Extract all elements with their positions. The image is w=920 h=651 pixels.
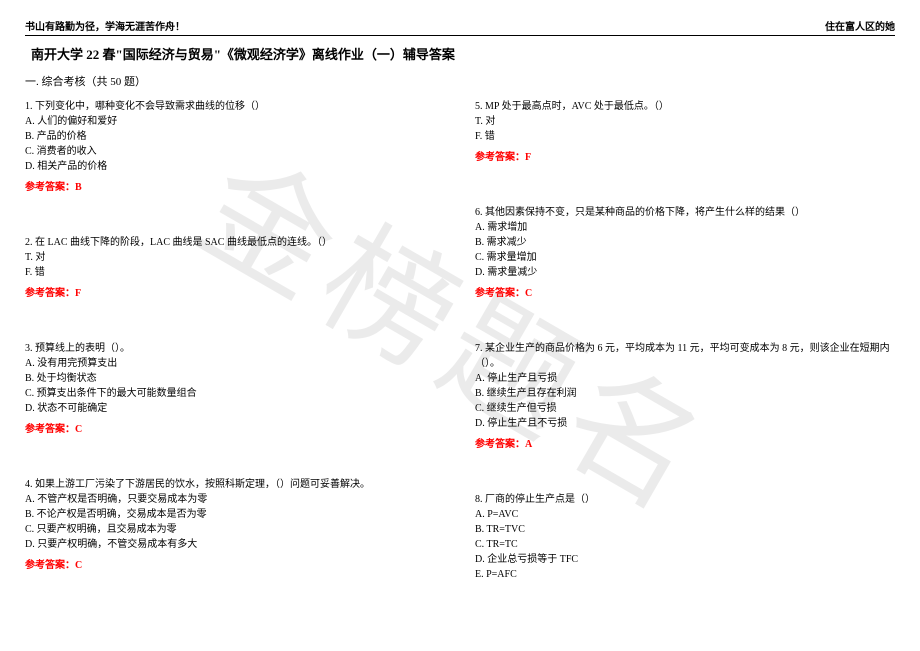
option: A. P=AVC: [475, 507, 895, 522]
right-column: 5. MP 处于最高点时，AVC 处于最低点。（） T. 对 F. 错 参考答案…: [475, 99, 895, 610]
two-column-layout: 1. 下列变化中，哪种变化不会导致需求曲线的位移（） A. 人们的偏好和爱好 B…: [25, 99, 895, 610]
question-stem: 8. 厂商的停止生产点是（）: [475, 492, 895, 507]
question-stem: 1. 下列变化中，哪种变化不会导致需求曲线的位移（）: [25, 99, 445, 114]
answer-line: 参考答案：A: [475, 437, 895, 452]
option: C. 需求量增加: [475, 250, 895, 265]
answer-label: 参考答案：: [25, 424, 75, 435]
option: B. 不论产权是否明确，交易成本是否为零: [25, 507, 445, 522]
header-left: 书山有路勤为径，学海无涯苦作舟！: [25, 18, 185, 33]
question-stem: 6. 其他因素保持不变，只是某种商品的价格下降，将产生什么样的结果（）: [475, 205, 895, 220]
question-5: 5. MP 处于最高点时，AVC 处于最低点。（） T. 对 F. 错 参考答案…: [475, 99, 895, 165]
option: B. 继续生产且存在利润: [475, 386, 895, 401]
option: T. 对: [25, 250, 445, 265]
option: B. TR=TVC: [475, 522, 895, 537]
question-1: 1. 下列变化中，哪种变化不会导致需求曲线的位移（） A. 人们的偏好和爱好 B…: [25, 99, 445, 195]
option: A. 没有用完预算支出: [25, 356, 445, 371]
question-8: 8. 厂商的停止生产点是（） A. P=AVC B. TR=TVC C. TR=…: [475, 492, 895, 582]
option: B. 产品的价格: [25, 129, 445, 144]
answer-label: 参考答案：: [25, 182, 75, 193]
option: E. P=AFC: [475, 567, 895, 582]
answer-value: C: [75, 424, 82, 435]
question-stem: 3. 预算线上的表明（）。: [25, 341, 445, 356]
question-stem: 7. 某企业生产的商品价格为 6 元，平均成本为 11 元，平均可变成本为 8 …: [475, 341, 895, 371]
page-header: 书山有路勤为径，学海无涯苦作舟！ 住在富人区的她: [25, 18, 895, 36]
option: D. 只要产权明确，不管交易成本有多大: [25, 537, 445, 552]
answer-value: F: [525, 152, 531, 163]
answer-label: 参考答案：: [475, 152, 525, 163]
question-stem: 2. 在 LAC 曲线下降的阶段，LAC 曲线是 SAC 曲线最低点的连线。（）: [25, 235, 445, 250]
answer-line: 参考答案：C: [25, 422, 445, 437]
answer-line: 参考答案：F: [25, 286, 445, 301]
option: B. 需求减少: [475, 235, 895, 250]
question-stem: 4. 如果上游工厂污染了下游居民的饮水，按照科斯定理，（）问题可妥善解决。: [25, 477, 445, 492]
option: A. 不管产权是否明确，只要交易成本为零: [25, 492, 445, 507]
option: D. 需求量减少: [475, 265, 895, 280]
question-stem: 5. MP 处于最高点时，AVC 处于最低点。（）: [475, 99, 895, 114]
answer-label: 参考答案：: [25, 288, 75, 299]
option: F. 错: [475, 129, 895, 144]
option: C. 消费者的收入: [25, 144, 445, 159]
option: F. 错: [25, 265, 445, 280]
answer-value: A: [525, 439, 532, 450]
page-content: 书山有路勤为径，学海无涯苦作舟！ 住在富人区的她 南开大学 22 春"国际经济与…: [0, 0, 920, 628]
option: T. 对: [475, 114, 895, 129]
option: B. 处于均衡状态: [25, 371, 445, 386]
question-3: 3. 预算线上的表明（）。 A. 没有用完预算支出 B. 处于均衡状态 C. 预…: [25, 341, 445, 437]
document-title: 南开大学 22 春"国际经济与贸易"《微观经济学》离线作业（一）辅导答案: [31, 44, 895, 63]
question-7: 7. 某企业生产的商品价格为 6 元，平均成本为 11 元，平均可变成本为 8 …: [475, 341, 895, 452]
option: C. 继续生产但亏损: [475, 401, 895, 416]
header-right: 住在富人区的她: [825, 18, 895, 33]
section-title: 一. 综合考核（共 50 题）: [25, 73, 895, 89]
answer-label: 参考答案：: [25, 560, 75, 571]
option: A. 停止生产且亏损: [475, 371, 895, 386]
answer-value: B: [75, 182, 82, 193]
option: D. 状态不可能确定: [25, 401, 445, 416]
answer-value: F: [75, 288, 81, 299]
answer-value: C: [525, 288, 532, 299]
option: C. TR=TC: [475, 537, 895, 552]
answer-line: 参考答案：B: [25, 180, 445, 195]
question-2: 2. 在 LAC 曲线下降的阶段，LAC 曲线是 SAC 曲线最低点的连线。（）…: [25, 235, 445, 301]
option: D. 相关产品的价格: [25, 159, 445, 174]
option: C. 只要产权明确，且交易成本为零: [25, 522, 445, 537]
left-column: 1. 下列变化中，哪种变化不会导致需求曲线的位移（） A. 人们的偏好和爱好 B…: [25, 99, 445, 610]
answer-line: 参考答案：F: [475, 150, 895, 165]
option: D. 停止生产且不亏损: [475, 416, 895, 431]
answer-value: C: [75, 560, 82, 571]
answer-line: 参考答案：C: [25, 558, 445, 573]
answer-label: 参考答案：: [475, 439, 525, 450]
option: A. 需求增加: [475, 220, 895, 235]
option: D. 企业总亏损等于 TFC: [475, 552, 895, 567]
answer-label: 参考答案：: [475, 288, 525, 299]
question-4: 4. 如果上游工厂污染了下游居民的饮水，按照科斯定理，（）问题可妥善解决。 A.…: [25, 477, 445, 573]
question-6: 6. 其他因素保持不变，只是某种商品的价格下降，将产生什么样的结果（） A. 需…: [475, 205, 895, 301]
option: C. 预算支出条件下的最大可能数量组合: [25, 386, 445, 401]
option: A. 人们的偏好和爱好: [25, 114, 445, 129]
answer-line: 参考答案：C: [475, 286, 895, 301]
